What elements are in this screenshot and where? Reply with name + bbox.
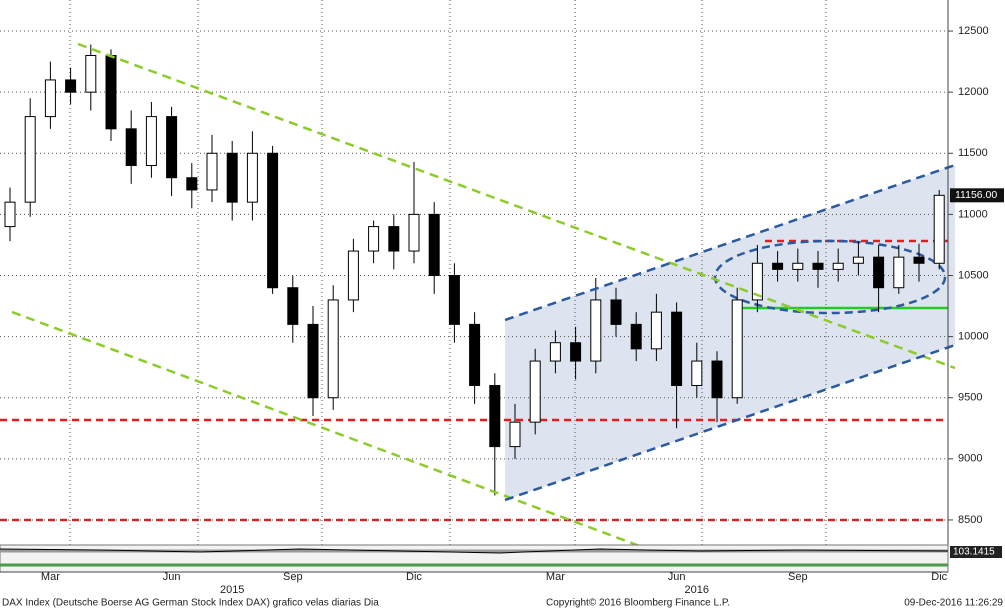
year-label: 2016: [685, 584, 709, 596]
candle-body: [832, 262, 844, 270]
candle-body: [812, 262, 824, 270]
candles: [4, 44, 945, 496]
y-tick-label: 11000: [958, 208, 988, 220]
y-tick-label: 11500: [958, 147, 988, 159]
channel-fill: [505, 165, 955, 500]
candle-body: [691, 360, 703, 386]
candle-body: [267, 152, 279, 289]
candle-body: [307, 323, 319, 399]
price-tag: [950, 188, 1004, 203]
candle-body: [408, 213, 420, 252]
candle-body: [4, 201, 16, 228]
candle-body: [711, 360, 723, 399]
year-label: 2015: [220, 584, 244, 596]
x-tick-label: Mar: [41, 571, 60, 583]
candle-body: [388, 226, 400, 252]
candle-body: [852, 256, 864, 264]
candle-body: [650, 311, 662, 350]
candle-body: [772, 262, 784, 270]
y-tick-label: 8500: [958, 514, 982, 526]
candle-body: [751, 262, 763, 301]
channel-line: [504, 343, 956, 502]
candle-body: [509, 421, 521, 448]
candle-body: [448, 274, 460, 325]
candle-body: [44, 79, 56, 118]
candle-body: [347, 250, 359, 301]
y-tick-label: 10500: [958, 269, 989, 281]
indicator-tag: [950, 546, 1002, 558]
candle-body: [105, 54, 117, 130]
trend-line: [11, 310, 646, 550]
candle-body: [226, 152, 238, 203]
x-tick-label: Mar: [546, 571, 565, 583]
candle-body: [428, 213, 440, 276]
candle-body: [206, 152, 218, 191]
candle-body: [246, 152, 258, 203]
indicator-label: 103.1415: [953, 547, 995, 558]
candle-body: [166, 116, 178, 179]
candle-body: [125, 128, 137, 166]
candle-body: [590, 299, 602, 362]
y-tick-label: 12500: [958, 25, 989, 37]
candle-body: [24, 116, 36, 203]
candle-body: [570, 342, 582, 362]
indicator-line: [0, 548, 949, 554]
candle-body: [368, 226, 380, 252]
channel-line: [504, 163, 956, 322]
candle-body: [933, 194, 945, 264]
candle-body: [85, 54, 97, 93]
candle-body: [630, 323, 642, 350]
trend-lines: [11, 42, 956, 550]
footer-right: 09-Dec-2016 11:26:29: [904, 598, 1003, 609]
annotations: [0, 165, 955, 522]
candle-body: [287, 287, 299, 325]
candle-body: [671, 311, 683, 386]
candle-body: [186, 177, 198, 191]
x-tick-label: Dic: [931, 571, 947, 583]
candle-body: [913, 256, 925, 264]
range-ellipse: [713, 239, 947, 315]
y-tick-label: 12000: [958, 86, 989, 98]
candle-body: [610, 299, 622, 325]
footer-center: Copyright© 2016 Bloomberg Finance L.P.: [546, 598, 730, 609]
candle-body: [792, 262, 804, 270]
candle-body: [327, 299, 339, 399]
x-tick-label: Jun: [668, 571, 686, 583]
x-tick-label: Dic: [406, 571, 422, 583]
indicator-panel: [0, 544, 949, 573]
candle-body: [145, 116, 157, 166]
grid: [0, 0, 948, 545]
y-tick-label: 9500: [958, 392, 982, 404]
footer-left: DAX Index (Deutsche Boerse AG German Sto…: [2, 598, 379, 609]
x-tick-label: Jun: [163, 571, 181, 583]
candle-body: [469, 323, 481, 386]
candle-body: [65, 79, 77, 93]
x-tick-label: Sep: [283, 571, 303, 583]
trend-line: [77, 42, 956, 370]
candle-body: [731, 299, 743, 399]
y-tick-label: 9000: [958, 453, 982, 465]
x-tick-label: Sep: [788, 571, 808, 583]
candle-body: [529, 360, 541, 423]
candle-body: [549, 342, 561, 362]
last-price-label: 11156.00: [955, 189, 997, 201]
candle-body: [489, 384, 501, 448]
y-tick-label: 10000: [958, 331, 989, 343]
candle-body: [893, 256, 905, 289]
candle-body: [873, 256, 885, 289]
